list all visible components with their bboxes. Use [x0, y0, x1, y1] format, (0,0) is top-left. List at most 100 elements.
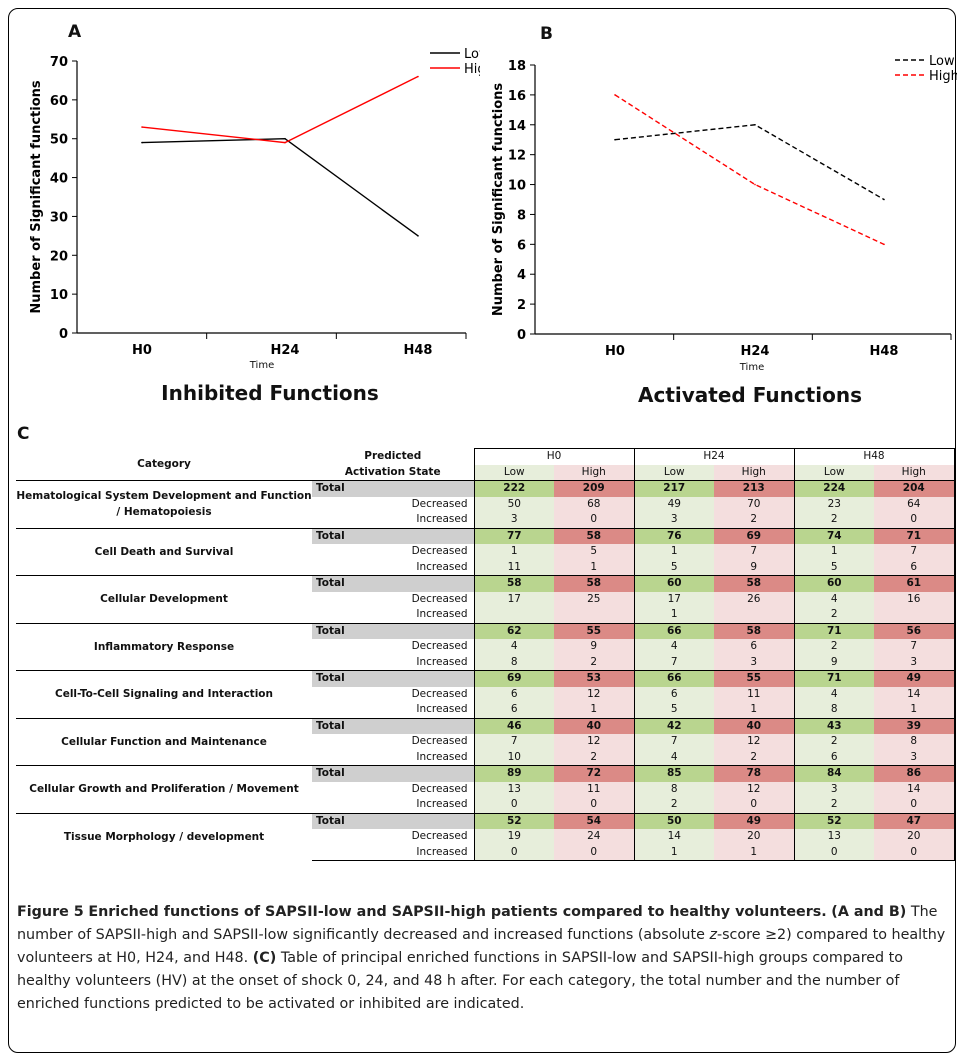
- cell-increased: 1: [633, 844, 714, 861]
- cell-increased: [473, 607, 554, 623]
- state-total: Total: [312, 670, 474, 687]
- cell-total: 85: [633, 765, 714, 782]
- cell-total: 71: [793, 622, 874, 639]
- cell-total: 58: [554, 575, 634, 592]
- chart-a-series-low-point: [417, 235, 419, 237]
- category-name: Cell Death and Survival: [16, 527, 312, 576]
- chart-a-y-tick-label: 50: [50, 133, 68, 148]
- table-row: Increased 11 1 5 9 5 6: [16, 559, 955, 576]
- cell-increased: 2: [554, 654, 634, 671]
- table-row: Increased 8 2 7 3 9 3: [16, 654, 955, 671]
- cell-increased: 2: [714, 512, 794, 528]
- cell-decreased: 50: [473, 496, 554, 512]
- chart-b-series-high-point: [754, 183, 756, 186]
- state-increased: Increased: [312, 844, 474, 861]
- cell-total: 56: [874, 622, 955, 639]
- chart-a-y-tick-label: 70: [50, 55, 68, 70]
- cell-increased: 1: [554, 702, 634, 718]
- cell-increased: 6: [793, 749, 874, 766]
- cell-decreased: 1: [473, 544, 554, 560]
- chart-b: 0 2 4 6 8 10 12 14 16 18 H0 H24 H48 Number of Signifi…: [491, 54, 957, 359]
- table-row: Increased 1 2: [16, 607, 955, 623]
- cell-total: 40: [714, 717, 794, 734]
- cell-increased: 4: [633, 749, 714, 766]
- state-decreased: Decreased: [411, 830, 468, 843]
- cell-increased: 3: [473, 512, 554, 528]
- chart-b-y-tick-label: 4: [517, 268, 526, 283]
- cell-total: 76: [633, 527, 714, 544]
- cell-decreased: 4: [793, 591, 874, 607]
- cell-increased: 0: [473, 844, 554, 861]
- category-name: Cellular Growth and Proliferation / Move…: [16, 765, 312, 813]
- cell-increased: 5: [793, 559, 874, 576]
- table-row: Increased 0 0 2 0 2 0: [16, 797, 955, 813]
- caption-ab-text-1: The number of SAPSII-high and SAPSII-low…: [17, 904, 938, 943]
- state-decreased: Decreased: [411, 735, 468, 748]
- cell-total: 40: [554, 717, 634, 734]
- state-increased: Increased: [416, 513, 468, 526]
- table-row: Increased 10 2 4 2 6 3: [16, 749, 955, 766]
- chart-a-series-low-line: [141, 138, 419, 237]
- table-row: Cellular Growth and Proliferation / Move…: [16, 765, 955, 813]
- cell-total: 49: [714, 812, 794, 829]
- chart-b-series-low-point: [754, 123, 756, 126]
- chart-a-legend-label-low: Low: [464, 47, 480, 62]
- cell-increased: 10: [473, 749, 554, 766]
- table-row: Decreased 1 5 1 7 1 7: [16, 544, 955, 560]
- cell-total: 60: [793, 575, 874, 592]
- state-increased: Increased: [416, 798, 468, 811]
- cell-decreased: 70: [714, 496, 794, 512]
- cell-decreased: 11: [714, 686, 794, 702]
- state-decreased: Decreased: [411, 640, 468, 653]
- cell-total: 46: [473, 717, 554, 734]
- cell-total: 55: [714, 670, 794, 687]
- chart-a-y-tick-label: 30: [50, 210, 68, 225]
- cell-increased: 0: [473, 797, 554, 813]
- state-decreased: Decreased: [411, 592, 468, 605]
- cell-increased: 8: [793, 702, 874, 718]
- enriched-functions-table: Category Predicted H0 H24 H48 Activation Stat…: [16, 448, 955, 861]
- header-category: Category: [137, 457, 191, 470]
- table-row: Inflammatory Response Total 62 55 66 58 71 56: [16, 622, 955, 671]
- chart-a-series-low-point: [284, 137, 286, 140]
- table-row: Decreased 4 9 4 6 2 7: [16, 639, 955, 655]
- cell-increased: 2: [793, 797, 874, 813]
- cell-total: 78: [714, 765, 794, 782]
- cell-increased: 0: [874, 512, 955, 528]
- cell-decreased: 7: [874, 639, 955, 655]
- chart-b-y-tick-label: 18: [508, 59, 526, 74]
- table-row: Hematological System Development and Fun…: [16, 480, 955, 528]
- chart-a: 0 10 20 30 40 50 60 70 H0 H24 H48 Number of Signifi…: [29, 47, 480, 358]
- header-low: Low: [633, 464, 714, 481]
- chart-b-y-tick-label: 2: [517, 298, 526, 313]
- cell-total: 62: [473, 622, 554, 639]
- state-decreased: Decreased: [411, 497, 468, 510]
- header-high: High: [874, 464, 955, 481]
- cell-decreased: 14: [874, 686, 955, 702]
- cell-decreased: 8: [633, 781, 714, 797]
- table-row: Decreased 13 11 8 12 3 14: [16, 781, 955, 797]
- cell-decreased: 17: [633, 591, 714, 607]
- cell-decreased: 4: [633, 639, 714, 655]
- cell-total: 53: [554, 670, 634, 687]
- chart-b-xlabel: Time: [739, 362, 765, 373]
- header-time-h48: H48: [793, 448, 955, 465]
- header-activation-state: Activation State: [344, 465, 441, 478]
- cell-total: 58: [714, 622, 794, 639]
- header-high: High: [554, 464, 634, 481]
- cell-total: 39: [874, 717, 955, 734]
- cell-increased: 2: [554, 749, 634, 766]
- chart-b-x-tick-label: H24: [741, 344, 770, 359]
- cell-decreased: 26: [714, 591, 794, 607]
- cell-total: 52: [473, 812, 554, 829]
- cell-total: 49: [874, 670, 955, 687]
- cell-total: 204: [874, 480, 955, 497]
- state-total: Total: [312, 812, 474, 829]
- cell-decreased: 13: [473, 781, 554, 797]
- cell-total: 74: [793, 527, 874, 544]
- header-low: Low: [793, 464, 874, 481]
- chart-b-x-tick-label: H48: [870, 344, 899, 359]
- table-row: Increased 6 1 5 1 8 1: [16, 702, 955, 718]
- cell-total: 69: [473, 670, 554, 687]
- category-name: Inflammatory Response: [16, 622, 312, 671]
